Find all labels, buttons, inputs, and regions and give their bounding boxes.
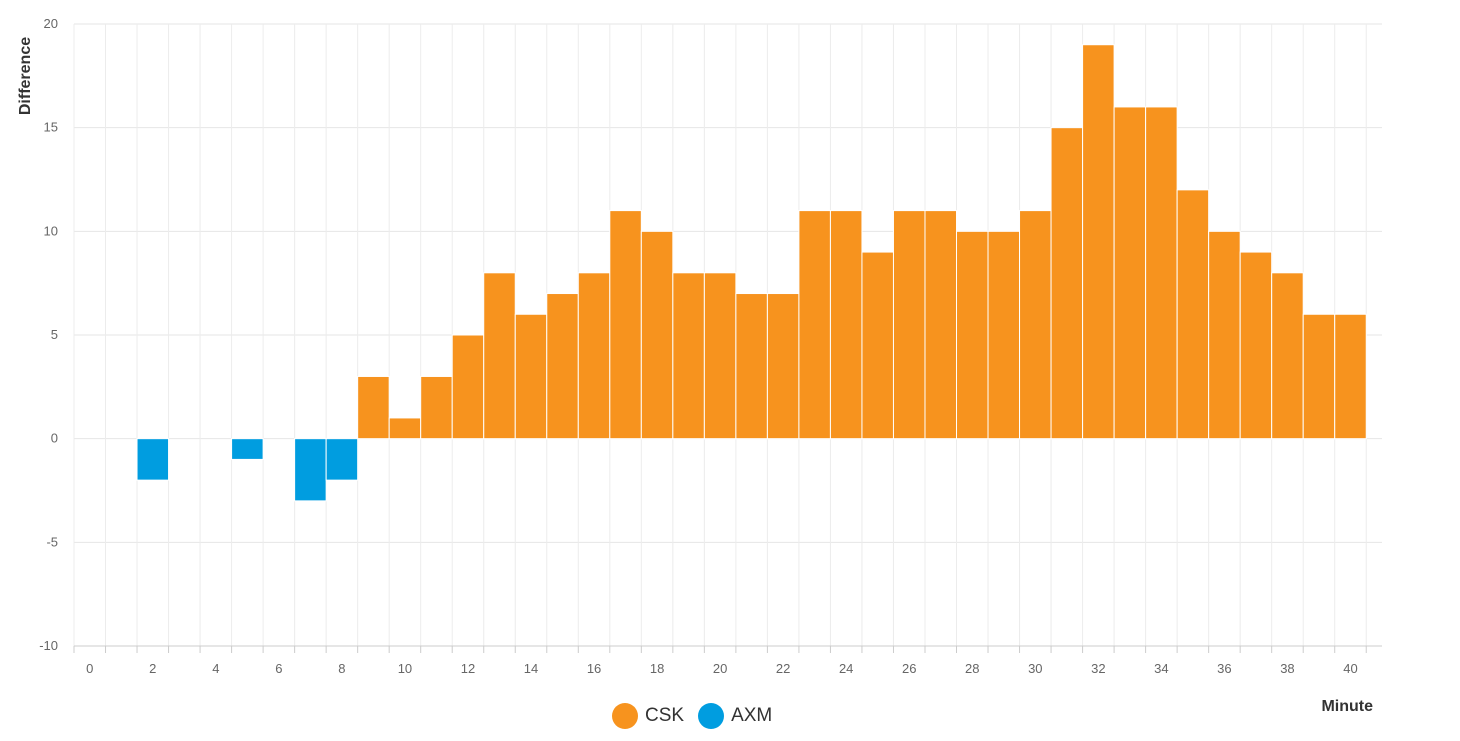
bar-csk[interactable] (1019, 210, 1052, 440)
x-tick-label: 16 (587, 661, 601, 676)
x-tick-label: 38 (1280, 661, 1294, 676)
bar-csk[interactable] (703, 272, 737, 440)
bar-csk[interactable] (483, 272, 516, 440)
legend-label-csk: CSK (645, 705, 685, 726)
bar-csk[interactable] (609, 210, 642, 440)
legend-item-axm[interactable]: AXM (698, 703, 772, 729)
y-tick-label: 0 (51, 431, 58, 446)
x-tick-label: 6 (275, 661, 282, 676)
bar-csk[interactable] (1113, 106, 1147, 440)
bar-csk[interactable] (357, 375, 390, 440)
x-tick-label: 0 (86, 661, 93, 676)
x-tick-label: 14 (524, 661, 538, 676)
x-tick-label: 26 (902, 661, 916, 676)
legend: CSK AXM (612, 703, 786, 729)
legend-swatch-axm (698, 703, 725, 729)
bar-csk[interactable] (1145, 106, 1178, 440)
legend-item-csk[interactable]: CSK (612, 703, 684, 729)
y-tick-label: 10 (44, 223, 58, 238)
y-tick-label: -5 (46, 534, 58, 549)
bars (136, 44, 1367, 502)
bar-csk[interactable] (640, 230, 674, 440)
bar-csk[interactable] (388, 417, 422, 440)
y-tick-label: -10 (39, 638, 58, 653)
legend-label-axm: AXM (731, 705, 773, 726)
bar-csk[interactable] (577, 272, 611, 440)
y-tick-label: 5 (51, 327, 58, 342)
bar-csk[interactable] (1082, 44, 1115, 440)
bar-csk[interactable] (766, 293, 800, 440)
bar-csk[interactable] (451, 334, 485, 440)
x-tick-label: 20 (713, 661, 727, 676)
bar-csk[interactable] (1176, 189, 1210, 440)
bar-csk[interactable] (546, 293, 579, 440)
bar-csk[interactable] (1334, 313, 1367, 440)
x-tick-label: 30 (1028, 661, 1042, 676)
bar-csk[interactable] (420, 375, 453, 440)
x-tick-label: 4 (212, 661, 219, 676)
bar-axm[interactable] (231, 438, 264, 460)
x-tick-label: 22 (776, 661, 790, 676)
x-tick-label: 32 (1091, 661, 1105, 676)
bar-csk[interactable] (735, 293, 768, 440)
x-tick-label: 12 (461, 661, 475, 676)
bar-csk[interactable] (1208, 230, 1241, 440)
bar-csk[interactable] (1050, 127, 1084, 440)
x-tick-label: 8 (338, 661, 345, 676)
x-tick-label: 36 (1217, 661, 1231, 676)
x-axis-title: Minute (1321, 698, 1373, 715)
x-tick-label: 40 (1343, 661, 1357, 676)
bar-axm[interactable] (294, 438, 327, 502)
bar-csk[interactable] (924, 210, 958, 440)
bar-csk[interactable] (1239, 251, 1273, 440)
bar-csk[interactable] (956, 230, 989, 440)
bar-csk[interactable] (987, 230, 1021, 440)
x-tick-label: 24 (839, 661, 853, 676)
bar-csk[interactable] (514, 313, 548, 440)
x-tick-label: 34 (1154, 661, 1168, 676)
y-tick-label: 15 (44, 120, 58, 135)
bar-axm[interactable] (325, 438, 359, 481)
x-tick-label: 2 (149, 661, 156, 676)
x-tick-label: 10 (398, 661, 412, 676)
bar-axm[interactable] (136, 438, 170, 481)
bar-csk[interactable] (892, 210, 926, 440)
bar-csk[interactable] (1302, 313, 1336, 440)
x-tick-label: 18 (650, 661, 664, 676)
y-axis-title: Difference (17, 37, 34, 115)
bar-csk[interactable] (672, 272, 705, 440)
bar-csk[interactable] (798, 210, 831, 440)
bar-csk[interactable] (861, 251, 894, 440)
x-tick-label: 28 (965, 661, 979, 676)
y-tick-label: 20 (44, 16, 58, 31)
bar-csk[interactable] (829, 210, 863, 440)
bar-csk[interactable] (1271, 272, 1304, 440)
legend-swatch-csk (612, 703, 638, 729)
